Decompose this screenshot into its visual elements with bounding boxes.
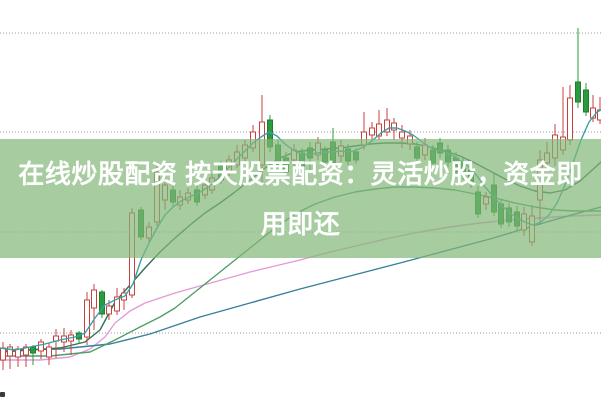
banner-title-line1: 在线炒股配资 按天股票配资：灵活炒股，资金即 — [18, 158, 583, 189]
promo-banner: 在线炒股配资 按天股票配资：灵活炒股，资金即 用即还 — [0, 139, 601, 258]
banner-title-line2: 用即还 — [260, 208, 341, 239]
